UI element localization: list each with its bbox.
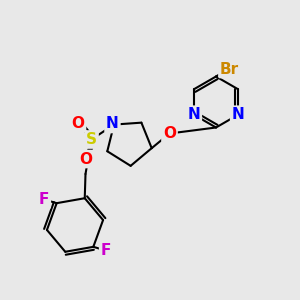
Text: O: O <box>163 126 176 141</box>
Text: O: O <box>79 152 92 166</box>
Text: F: F <box>39 192 49 207</box>
Text: Br: Br <box>220 61 239 76</box>
Text: N: N <box>106 116 119 131</box>
Text: S: S <box>86 132 97 147</box>
Text: N: N <box>188 107 200 122</box>
Text: N: N <box>232 107 244 122</box>
Text: F: F <box>101 243 111 258</box>
Text: O: O <box>71 116 85 130</box>
